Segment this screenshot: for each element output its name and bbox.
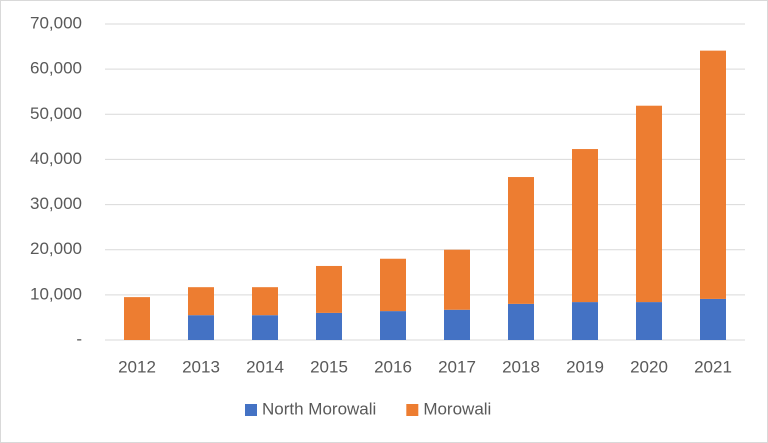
bar-segment (636, 302, 662, 340)
bar-segment (252, 315, 278, 340)
x-tick-label: 2016 (374, 357, 412, 376)
bar-segment (316, 265, 342, 313)
bar-segment (636, 105, 662, 303)
x-tick-label: 2013 (182, 357, 220, 376)
bar-segment (316, 312, 342, 340)
y-tick-label: 70,000 (30, 13, 82, 32)
legend-label: North Morowali (262, 399, 376, 418)
x-tick-label: 2012 (118, 357, 156, 376)
x-tick-label: 2017 (438, 357, 476, 376)
y-tick-label: 50,000 (30, 104, 82, 123)
bar-segment (188, 287, 214, 316)
bar-segment (508, 177, 534, 304)
bar-segment (124, 297, 150, 340)
bar-segment (252, 287, 278, 316)
bar-segment (700, 298, 726, 340)
bar-segment (444, 249, 470, 310)
x-tick-label: 2020 (630, 357, 668, 376)
y-tick-label: 30,000 (30, 194, 82, 213)
y-tick-label: 10,000 (30, 284, 82, 303)
y-tick-label: 20,000 (30, 239, 82, 258)
x-tick-label: 2014 (246, 357, 284, 376)
x-tick-label: 2021 (694, 357, 732, 376)
bar-segment (188, 315, 214, 340)
bar-segment (444, 309, 470, 340)
bar-segment (572, 149, 598, 303)
bar-segment (380, 311, 406, 340)
legend-swatch (245, 404, 257, 416)
x-tick-label: 2018 (502, 357, 540, 376)
bar-segment (700, 50, 726, 299)
x-tick-label: 2015 (310, 357, 348, 376)
legend-swatch (406, 404, 419, 416)
y-tick-label: 40,000 (30, 149, 82, 168)
bar-segment (380, 258, 406, 312)
bar-segment (572, 302, 598, 340)
bar-segment (508, 303, 534, 340)
y-tick-label: 60,000 (30, 59, 82, 78)
x-tick-label: 2019 (566, 357, 604, 376)
y-tick-label: - (76, 329, 82, 348)
legend-label: Morowali (423, 399, 491, 418)
